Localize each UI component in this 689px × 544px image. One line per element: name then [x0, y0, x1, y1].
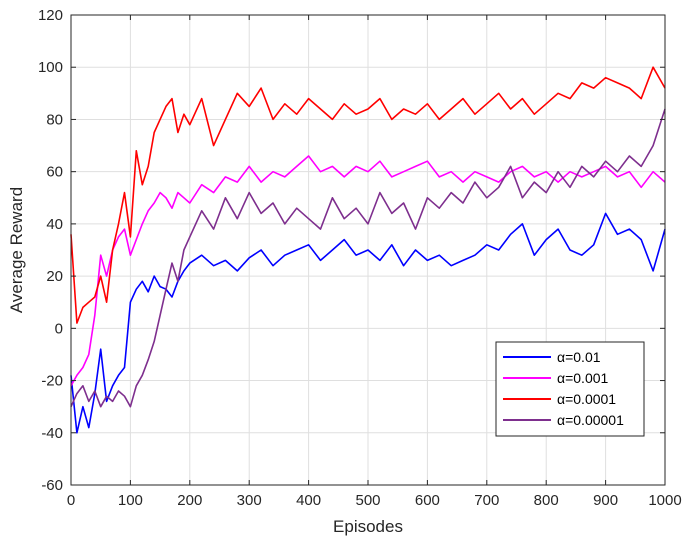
legend-label: α=0.00001	[557, 412, 624, 428]
x-tick-label: 100	[118, 492, 143, 509]
y-tick-label: -40	[41, 425, 63, 442]
x-ticks: 0 100 200 300 400 500 600 700 800 900 1000	[67, 15, 682, 509]
x-tick-label: 900	[593, 492, 618, 509]
series-line-1	[70, 212, 666, 434]
legend: α=0.01 α=0.001 α=0.0001 α=0.00001	[495, 341, 645, 437]
x-tick-label: 400	[296, 492, 321, 509]
series-line-4	[70, 108, 666, 408]
y-axis-title: Average Reward	[7, 187, 26, 313]
y-tick-label: 20	[46, 268, 63, 285]
x-tick-label: 0	[67, 492, 75, 509]
x-tick-label: 700	[474, 492, 499, 509]
series-layer	[70, 66, 666, 434]
x-axis-title: Episodes	[333, 517, 403, 536]
x-tick-label: 500	[355, 492, 380, 509]
series-line-2	[70, 155, 666, 387]
legend-label: α=0.001	[557, 370, 609, 386]
x-tick-label: 800	[534, 492, 559, 509]
x-tick-label: 200	[177, 492, 202, 509]
y-tick-label: 120	[38, 7, 63, 24]
y-tick-label: 0	[55, 320, 63, 337]
y-tick-label: -60	[41, 477, 63, 494]
y-tick-label: 80	[46, 111, 63, 128]
x-tick-label: 300	[237, 492, 262, 509]
y-tick-label: 100	[38, 59, 63, 76]
y-ticks: -60 -40 -20 0 20 40 60 80 100 120	[38, 7, 665, 494]
legend-label: α=0.01	[557, 349, 601, 365]
y-tick-label: 40	[46, 216, 63, 233]
series-line-3	[70, 66, 666, 324]
x-tick-label: 600	[415, 492, 440, 509]
y-tick-label: 60	[46, 164, 63, 181]
x-tick-label: 1000	[648, 492, 681, 509]
legend-label: α=0.0001	[557, 391, 616, 407]
y-tick-label: -20	[41, 373, 63, 390]
